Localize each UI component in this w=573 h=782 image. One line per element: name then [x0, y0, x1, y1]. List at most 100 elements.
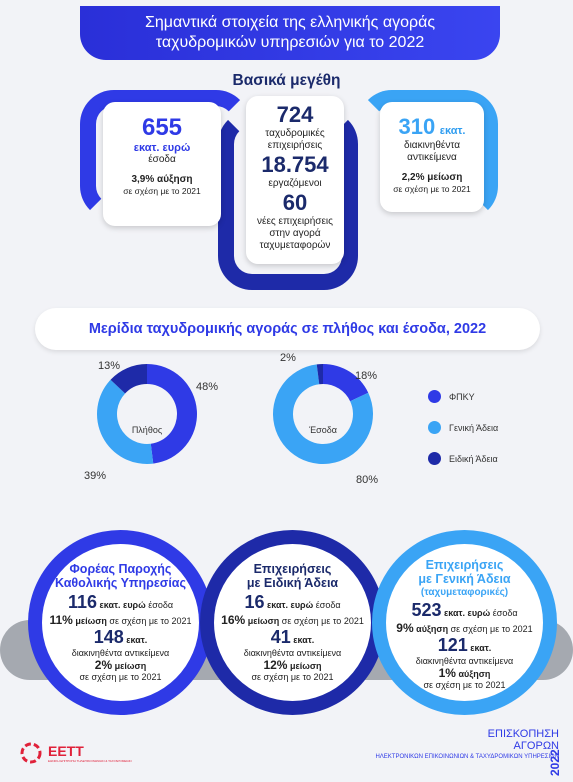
- general-items-pct: 1%: [438, 666, 456, 680]
- circle-fpky-inner: Φορέας Παροχής Καθολικής Υπηρεσίας 116 ε…: [42, 544, 199, 701]
- general-revenue-row: 523 εκατ. ευρώ έσοδα: [386, 600, 543, 621]
- new-businesses-label-1: νέες επιχειρήσεις: [257, 216, 333, 227]
- general-revenue-label: έσοδα: [492, 608, 518, 618]
- section-title-key-figures: Βασικά μεγέθη: [232, 72, 341, 89]
- special-revenue-change: 16% μείωση σε σχέση με το 2021: [214, 613, 371, 627]
- eett-logo-icon: [20, 742, 42, 764]
- general-revenue-change: 9% αύξηση σε σχέση με το 2021: [386, 621, 543, 635]
- chart-legend: ΦΠΚΥ Γενική Άδεια Ειδική Άδεια: [428, 390, 498, 465]
- items-label-2: αντικείμενα: [407, 152, 457, 163]
- title-line-1: Σημαντικά στοιχεία της ελληνικής αγοράς: [144, 14, 436, 31]
- general-revenue-dir: αύξηση: [416, 624, 449, 634]
- circle-fpky: Φορέας Παροχής Καθολικής Υπηρεσίας 116 ε…: [28, 530, 213, 715]
- fpky-items-ref: σε σχέση με το 2021: [79, 672, 162, 682]
- fpky-revenue-label: έσοδα: [148, 600, 174, 610]
- general-title-3: (ταχυμεταφορικές): [420, 587, 509, 598]
- legend-general: Γενική Άδεια: [428, 421, 498, 434]
- special-items-row: 41 εκατ.: [214, 627, 371, 648]
- general-revenue-pct: 9%: [396, 621, 414, 635]
- circle-general-inner: Επιχειρήσεις με Γενική Άδεια (ταχυμεταφο…: [386, 544, 543, 701]
- revenue-label-special: 2%: [280, 352, 296, 364]
- footer-line-3: ΗΛΕΚΤΡΟΝΙΚΩΝ ΕΠΙΚΟΙΝΩΝΙΩΝ & ΤΑΧΥΔΡΟΜΙΚΩΝ…: [375, 754, 559, 760]
- items-value: 310: [398, 114, 436, 139]
- footer-line-2: ΑΓΟΡΩΝ: [513, 740, 559, 752]
- donut-slice-0: [323, 364, 369, 402]
- donut-slice-1: [97, 379, 154, 464]
- special-revenue-unit: εκατ. ευρώ: [267, 600, 314, 610]
- general-revenue-ref: σε σχέση με το 2021: [450, 624, 533, 634]
- fpky-title-2: Καθολικής Υπηρεσίας: [54, 576, 186, 590]
- fpky-revenue-pct: 11%: [49, 613, 73, 627]
- fpky-revenue-unit: εκατ. ευρώ: [99, 600, 146, 610]
- new-businesses-value: 60: [282, 190, 308, 215]
- card-revenue: 655 εκατ. ευρώ έσοδα 3,9% αύξηση σε σχέσ…: [103, 102, 221, 226]
- general-title-1: Επιχειρήσεις: [425, 558, 504, 572]
- legend-label-general: Γενική Άδεια: [449, 422, 499, 433]
- items-value-row: 310 εκατ.: [380, 114, 484, 140]
- fpky-items-unit: εκατ.: [126, 635, 148, 645]
- special-items-label: διακινηθέντα αντικείμενα: [243, 648, 342, 658]
- fpky-items-pct: 2%: [94, 658, 113, 672]
- ring-middle: [218, 110, 358, 290]
- title-line-2: ταχυδρομικών υπηρεσιών για το 2022: [155, 34, 425, 51]
- businesses-label-1: ταχυδρομικές: [265, 128, 325, 139]
- fpky-revenue-change: 11% μείωση σε σχέση με το 2021: [42, 613, 199, 627]
- general-items-ref: σε σχέση με το 2021: [423, 680, 506, 690]
- card-businesses: 724 ταχυδρομικές επιχειρήσεις 18.754 εργ…: [246, 96, 344, 264]
- general-items-row: 121 εκατ.: [386, 635, 543, 656]
- general-items-change: 1% αύξηση: [386, 666, 543, 680]
- new-businesses-label-3: ταχυμεταφορών: [259, 240, 331, 251]
- general-title-2: με Γενική Άδεια: [418, 572, 511, 586]
- special-items-ref: σε σχέση με το 2021: [251, 672, 334, 682]
- businesses-value: 724: [276, 102, 314, 127]
- donut-count: [97, 364, 197, 464]
- donut-slice-1: [273, 364, 373, 464]
- items-label-1: διακινηθέντα: [404, 140, 460, 151]
- revenue-change-ref: σε σχέση με το 2021: [123, 186, 201, 196]
- legend-fpky: ΦΠΚΥ: [428, 390, 498, 403]
- eett-logo: ΕΕΤΤ ΕΘΝΙΚΗ ΕΠΙΤΡΟΠΗ ΤΗΛΕΠΙΚΟΙΝΩΝΙΩΝ & Τ…: [20, 742, 132, 764]
- legend-label-fpky: ΦΠΚΥ: [449, 391, 475, 402]
- items-change-ref: σε σχέση με το 2021: [393, 184, 471, 194]
- donut-slice-0: [147, 364, 197, 464]
- fpky-items-change: 2% μείωση: [42, 658, 199, 672]
- card-items: 310 εκατ. διακινηθέντα αντικείμενα 2,2% …: [380, 102, 484, 212]
- items-change: 2,2% μείωση: [401, 172, 463, 183]
- legend-special: Ειδική Άδεια: [428, 452, 498, 465]
- legend-dot-general: [428, 421, 441, 434]
- special-revenue-value: 16: [244, 592, 265, 612]
- special-revenue-label: έσοδα: [315, 600, 341, 610]
- count-label-fpky: 48%: [196, 381, 219, 393]
- employees-value: 18.754: [261, 152, 329, 177]
- general-revenue-unit: εκατ. ευρώ: [444, 608, 491, 618]
- footer-line-1: ΕΠΙΣΚΟΠΗΣΗ: [487, 728, 559, 740]
- special-items-value: 41: [270, 627, 291, 647]
- count-center-label: Πλήθος: [131, 425, 163, 435]
- donut-slice-2: [316, 364, 323, 385]
- revenue-label-general: 80%: [356, 474, 379, 486]
- general-revenue-value: 523: [411, 600, 442, 620]
- legend-label-special: Ειδική Άδεια: [449, 453, 498, 464]
- fpky-items-value: 148: [93, 627, 124, 647]
- employees-label: εργαζόμενοι: [268, 178, 322, 189]
- revenue-value: 655: [141, 114, 183, 141]
- fpky-revenue-dir: μείωση: [75, 616, 107, 626]
- revenue-unit: εκατ. ευρώ: [133, 142, 191, 154]
- special-items-pct: 12%: [263, 658, 288, 672]
- items-unit: εκατ.: [439, 125, 466, 137]
- fpky-revenue-value: 116: [67, 592, 97, 612]
- special-revenue-row: 16 εκατ. ευρώ έσοδα: [214, 592, 371, 613]
- footer-publication: ΕΠΙΣΚΟΠΗΣΗ ΑΓΟΡΩΝ ΗΛΕΚΤΡΟΝΙΚΩΝ ΕΠΙΚΟΙΝΩΝ…: [375, 728, 559, 762]
- fpky-items-label: διακινηθέντα αντικείμενα: [71, 648, 170, 658]
- special-revenue-ref: σε σχέση με το 2021: [281, 616, 364, 626]
- count-label-special: 13%: [98, 360, 121, 372]
- revenue-label-fpky: 18%: [355, 370, 378, 382]
- circle-special-inner: Επιχειρήσεις με Ειδική Άδεια 16 εκατ. ευ…: [214, 544, 371, 701]
- revenue-label: έσοδα: [148, 154, 176, 165]
- special-revenue-dir: μείωση: [247, 616, 280, 626]
- donut-revenue: [273, 364, 373, 464]
- legend-dot-fpky: [428, 390, 441, 403]
- section-title-market-share: Μερίδια ταχυδρομικής αγοράς σε πλήθος κα…: [35, 308, 540, 350]
- special-title-1: Επιχειρήσεις: [253, 562, 332, 576]
- revenue-change: 3,9% αύξηση: [131, 174, 193, 185]
